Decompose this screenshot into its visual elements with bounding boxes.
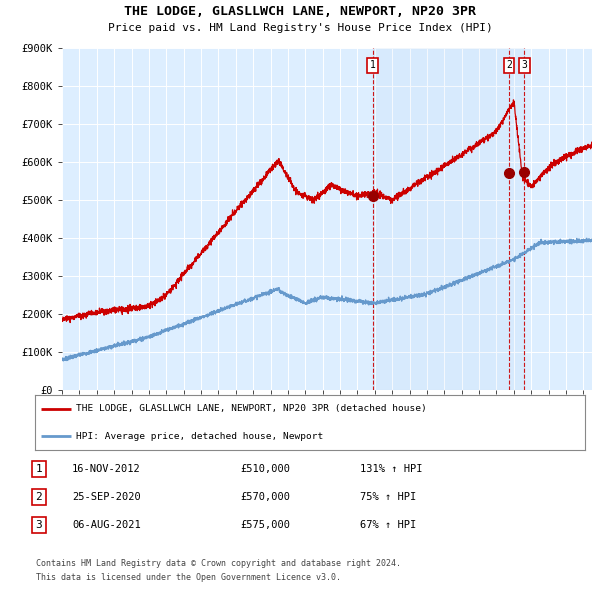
Text: 2: 2	[506, 60, 512, 70]
Text: £575,000: £575,000	[240, 520, 290, 530]
Text: Price paid vs. HM Land Registry's House Price Index (HPI): Price paid vs. HM Land Registry's House …	[107, 23, 493, 33]
Text: THE LODGE, GLASLLWCH LANE, NEWPORT, NP20 3PR (detached house): THE LODGE, GLASLLWCH LANE, NEWPORT, NP20…	[76, 404, 427, 413]
Text: 67% ↑ HPI: 67% ↑ HPI	[360, 520, 416, 530]
Text: 25-SEP-2020: 25-SEP-2020	[72, 492, 141, 502]
Text: 75% ↑ HPI: 75% ↑ HPI	[360, 492, 416, 502]
Text: 06-AUG-2021: 06-AUG-2021	[72, 520, 141, 530]
Text: £570,000: £570,000	[240, 492, 290, 502]
Text: 3: 3	[521, 60, 527, 70]
Text: 16-NOV-2012: 16-NOV-2012	[72, 464, 141, 474]
Text: Contains HM Land Registry data © Crown copyright and database right 2024.: Contains HM Land Registry data © Crown c…	[36, 559, 401, 568]
Text: THE LODGE, GLASLLWCH LANE, NEWPORT, NP20 3PR: THE LODGE, GLASLLWCH LANE, NEWPORT, NP20…	[124, 5, 476, 18]
Text: 1: 1	[35, 464, 43, 474]
Text: 2: 2	[35, 492, 43, 502]
Text: 3: 3	[35, 520, 43, 530]
Text: HPI: Average price, detached house, Newport: HPI: Average price, detached house, Newp…	[76, 432, 323, 441]
Text: £510,000: £510,000	[240, 464, 290, 474]
Text: This data is licensed under the Open Government Licence v3.0.: This data is licensed under the Open Gov…	[36, 573, 341, 582]
Bar	[373, 48, 524, 390]
Text: 1: 1	[370, 60, 376, 70]
Text: 131% ↑ HPI: 131% ↑ HPI	[360, 464, 422, 474]
